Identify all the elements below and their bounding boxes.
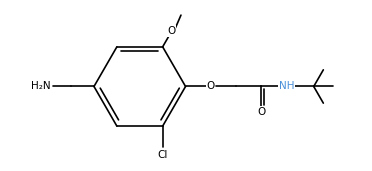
Text: O: O <box>257 107 265 117</box>
Text: O: O <box>206 81 215 91</box>
Text: Cl: Cl <box>157 150 168 160</box>
Text: NH: NH <box>279 81 294 91</box>
Text: O: O <box>168 26 176 36</box>
Text: H₂N: H₂N <box>31 81 51 91</box>
